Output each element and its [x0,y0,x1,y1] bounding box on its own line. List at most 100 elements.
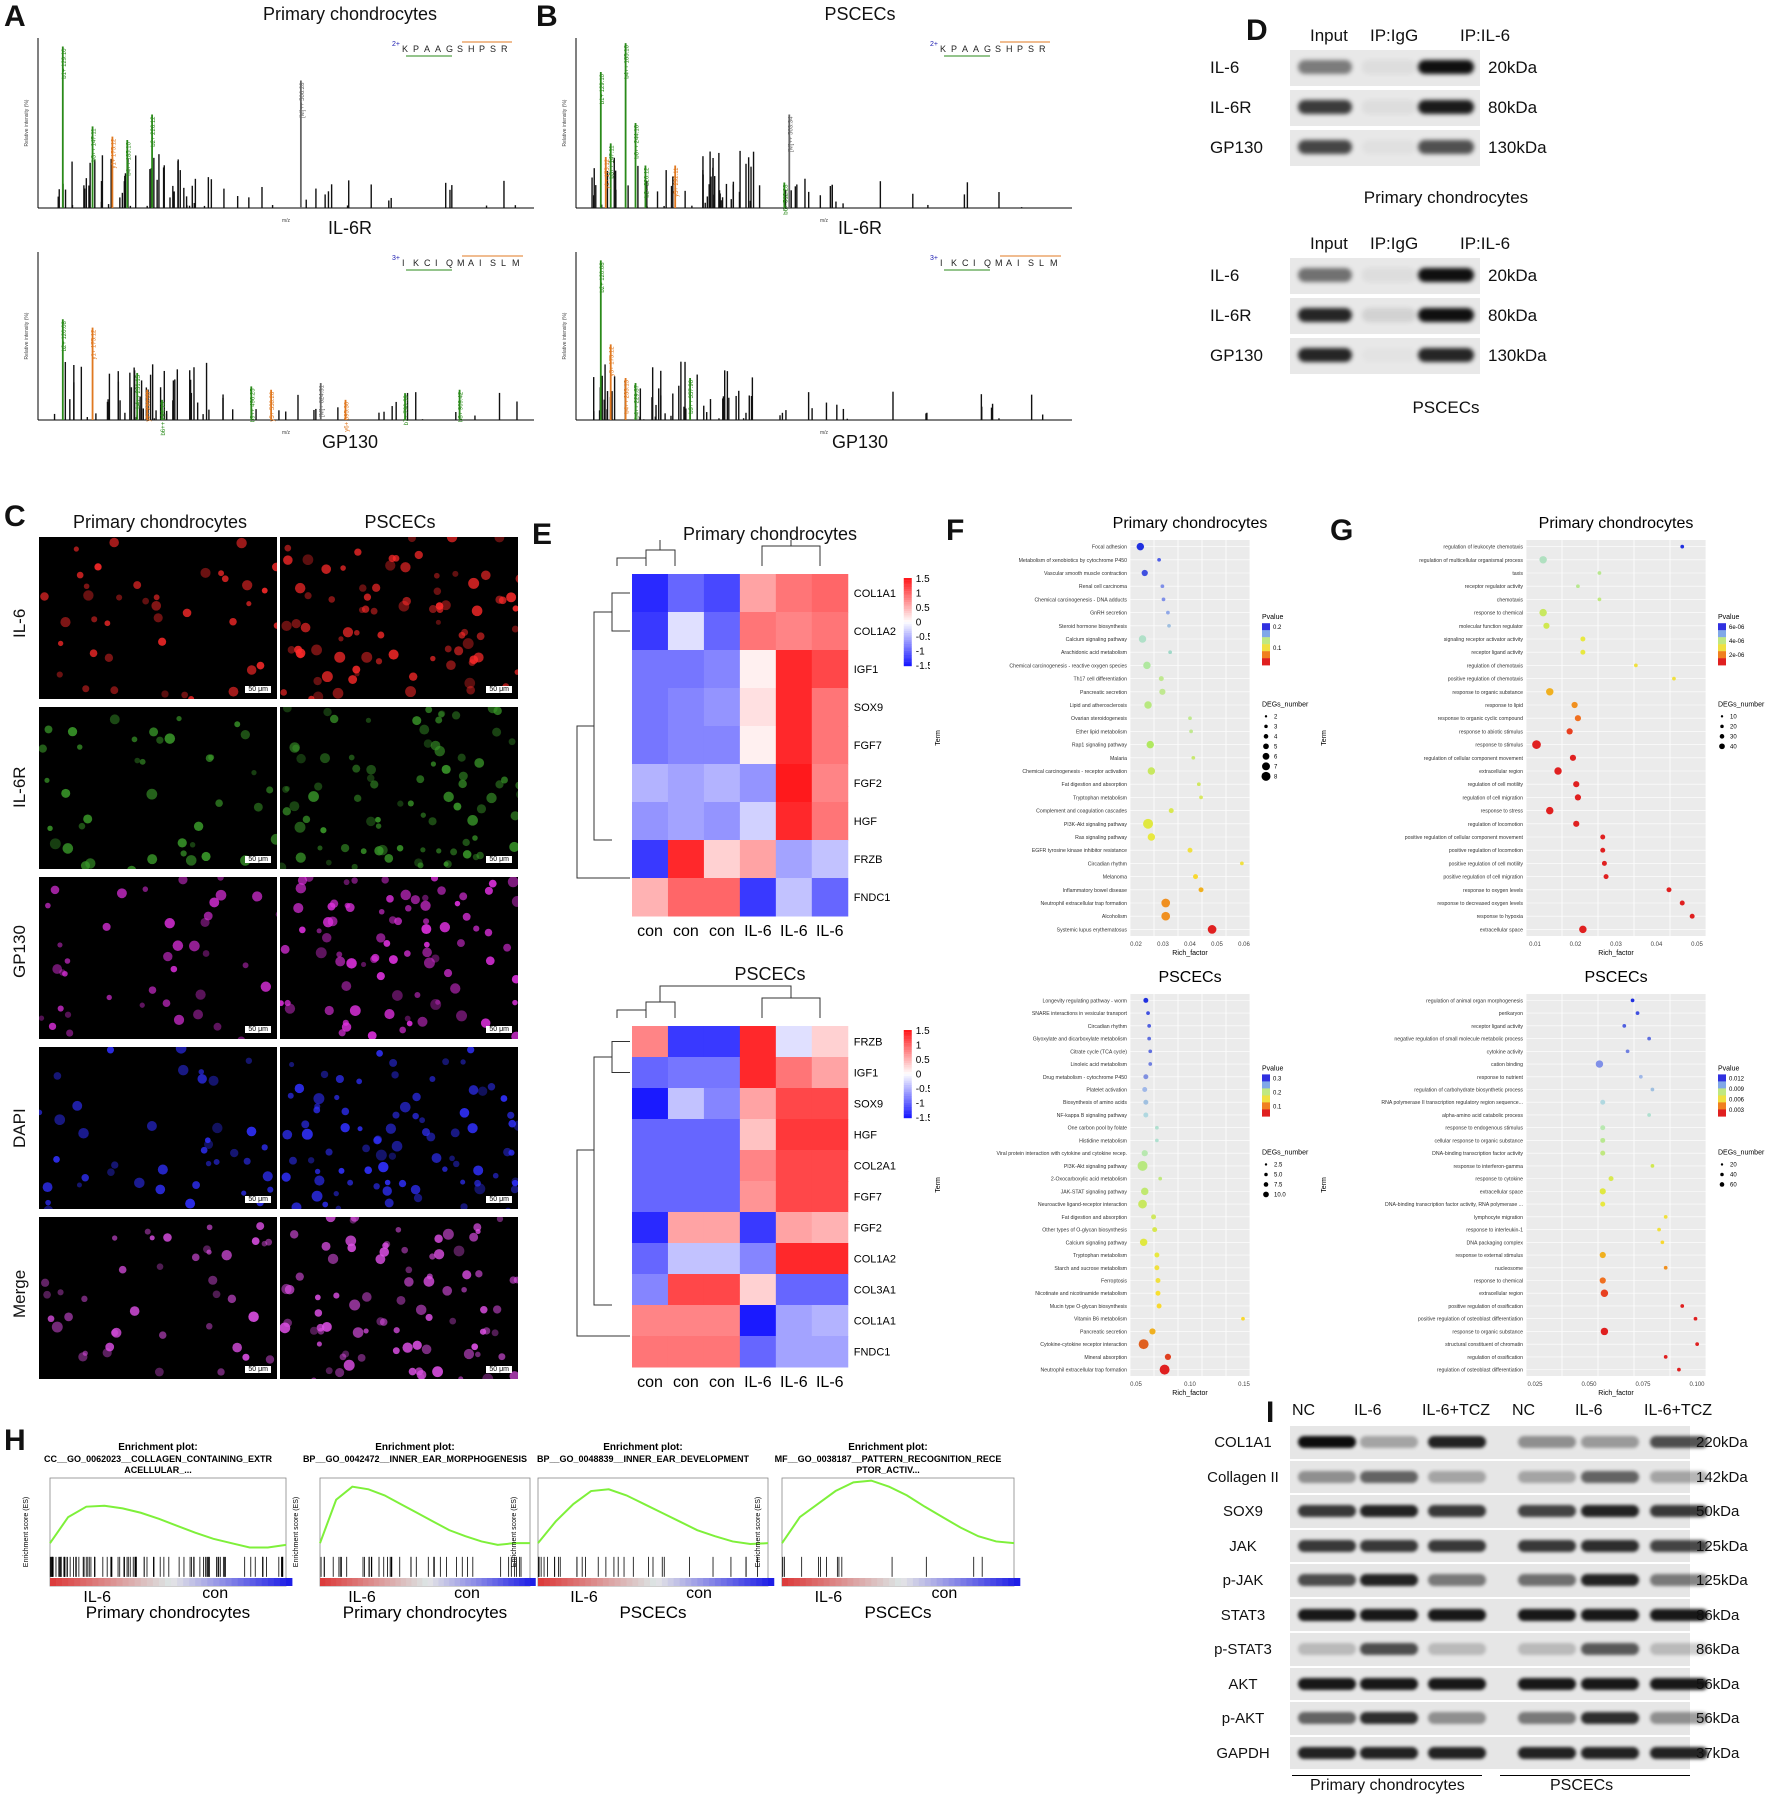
scale-step [903,1087,912,1090]
cell [367,1031,377,1039]
blot-band [1518,1436,1576,1448]
legend-gradient-step [1718,1081,1726,1089]
heat-cell [703,650,741,689]
blot-band [1650,1505,1708,1517]
heat-cell [632,878,669,917]
cell [486,792,497,804]
scale-step [903,1082,912,1086]
legend-size-dot [1263,1191,1269,1198]
gene-label: COL1A2 [854,626,896,638]
cell [425,707,433,714]
bubble [1155,1125,1159,1130]
cell [436,848,442,854]
rank-gradient [438,1578,445,1586]
rank-gradient [996,1578,1003,1586]
cell [208,1075,219,1086]
bubble [1546,806,1554,815]
rank-gradient [883,1578,890,1586]
cell [508,1119,517,1128]
x-axis-label: Rich_factor [1172,950,1208,957]
legend-degs-tick: 5 [1274,744,1278,750]
blot-band [1581,1574,1639,1586]
cell [435,619,441,625]
enrichment-curve [319,1485,530,1546]
blot-band [1298,348,1352,362]
blot-band [1650,1643,1708,1655]
cell [64,958,71,964]
scale-step [903,1109,912,1112]
x-tick: 0.05 [1211,942,1223,948]
cell [456,939,465,948]
cell [314,782,323,791]
legend-degs-tick: 6 [1274,754,1278,760]
rank-gradient [249,1578,257,1586]
heat-cell [739,1181,777,1213]
cell [302,815,311,824]
heat-cell [703,1057,741,1089]
blot-row-label: COL1A1 [1214,1434,1272,1451]
cell [246,601,252,607]
cell [428,817,437,826]
legend-size-dot [1264,715,1268,718]
cell [139,758,146,765]
rank-gradient [158,1578,166,1586]
blot-band [1360,1712,1418,1724]
gsea-cell-label: PSCECs [864,1603,931,1622]
cell [302,554,314,566]
cell [295,648,306,659]
cell [110,686,119,695]
term-label: regulation of cellular component movemen… [1424,756,1524,762]
bubble [1663,1265,1668,1270]
sequence-residue: I [1017,258,1020,268]
peak-label: b2+ 120.08 [600,262,606,293]
cell [473,652,484,663]
western-blot-grid: NC IL-6 IL-6+TCZ NC IL-6 IL-6+TCZ COL1A1 220kDa… [1200,1400,1772,1794]
rank-gradient [62,1578,69,1586]
cell [313,1106,321,1114]
x-axis-label: m/z [282,430,291,436]
heat-cell [667,1088,705,1120]
scale-step [903,639,912,642]
panel-label-e: E [532,518,553,551]
rank-gradient [738,1578,745,1586]
bubble [1198,887,1204,893]
cell [316,1323,325,1332]
heat-cell [775,1119,813,1151]
cell [410,895,420,905]
blot-band [1360,1574,1418,1586]
group-underline-1 [1292,1775,1482,1776]
cell [414,992,421,998]
rank-gradient [632,1578,639,1586]
term-label: response to organic substance [1452,690,1523,696]
blot-row-label: p-AKT [1221,1710,1265,1727]
x-axis-label: m/z [820,218,829,224]
bubble [1148,1062,1153,1066]
bubble [1146,1011,1150,1015]
cell [215,889,227,901]
bubble [1635,1011,1640,1015]
sequence-residue: C [962,258,969,268]
term-label: response to chemical [1474,1279,1523,1285]
cell [503,943,512,952]
cell [391,1140,403,1152]
cell [472,835,478,841]
rank-gradient [1008,1578,1015,1586]
scale-step [903,1069,912,1072]
cell [39,1015,45,1021]
blot-band [1362,100,1416,114]
rank-gradient [930,1578,938,1586]
heat-cell [739,574,777,613]
rank-gradient [110,1578,117,1586]
rank-gradient [411,1578,418,1586]
term-label: response to interleukin-1 [1466,1228,1523,1234]
bubble [1143,997,1149,1003]
cell [261,1144,268,1151]
bubble [1161,911,1171,921]
cell [300,622,311,633]
group-underline-2 [1500,1775,1690,1776]
cell [435,999,441,1005]
cell [353,794,362,803]
gsea-title: Enrichment plot: [603,1442,682,1453]
heatmap-title-primary: Primary chondrocytes [682,524,858,544]
scale-tick: 0 [916,618,922,629]
